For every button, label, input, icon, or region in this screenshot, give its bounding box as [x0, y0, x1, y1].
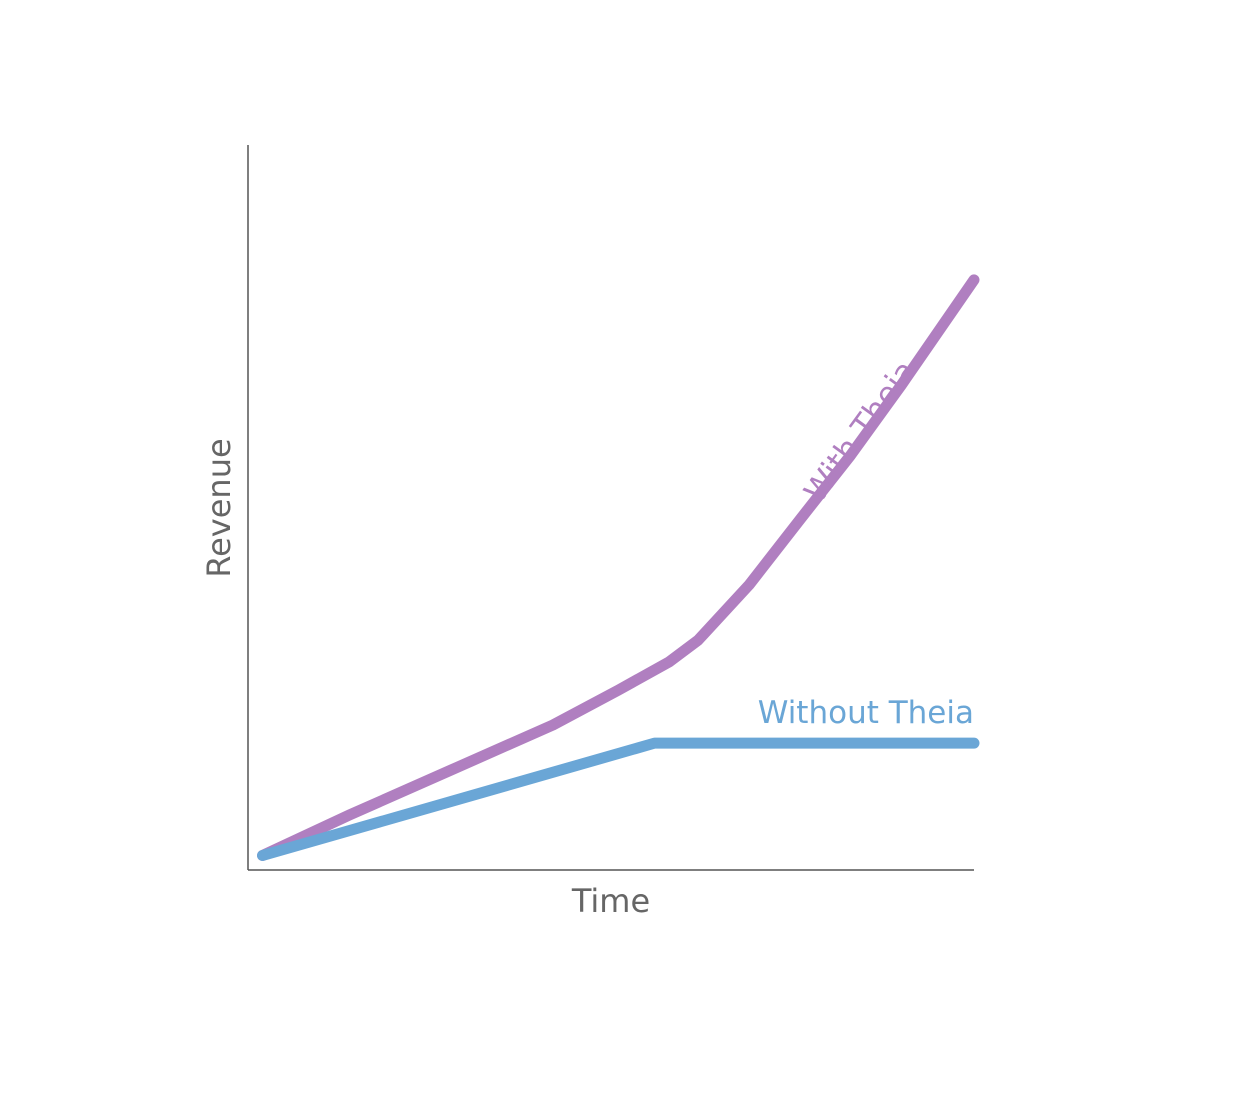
series-label: With Theia — [797, 354, 923, 509]
x-axis-title: Time — [571, 882, 650, 920]
y-axis-title: Revenue — [200, 438, 238, 577]
series-line — [257, 737, 980, 861]
plot-area: With Theia Without Theia — [257, 274, 980, 861]
series-label: Without Theia — [758, 695, 974, 731]
series-line — [257, 274, 980, 861]
